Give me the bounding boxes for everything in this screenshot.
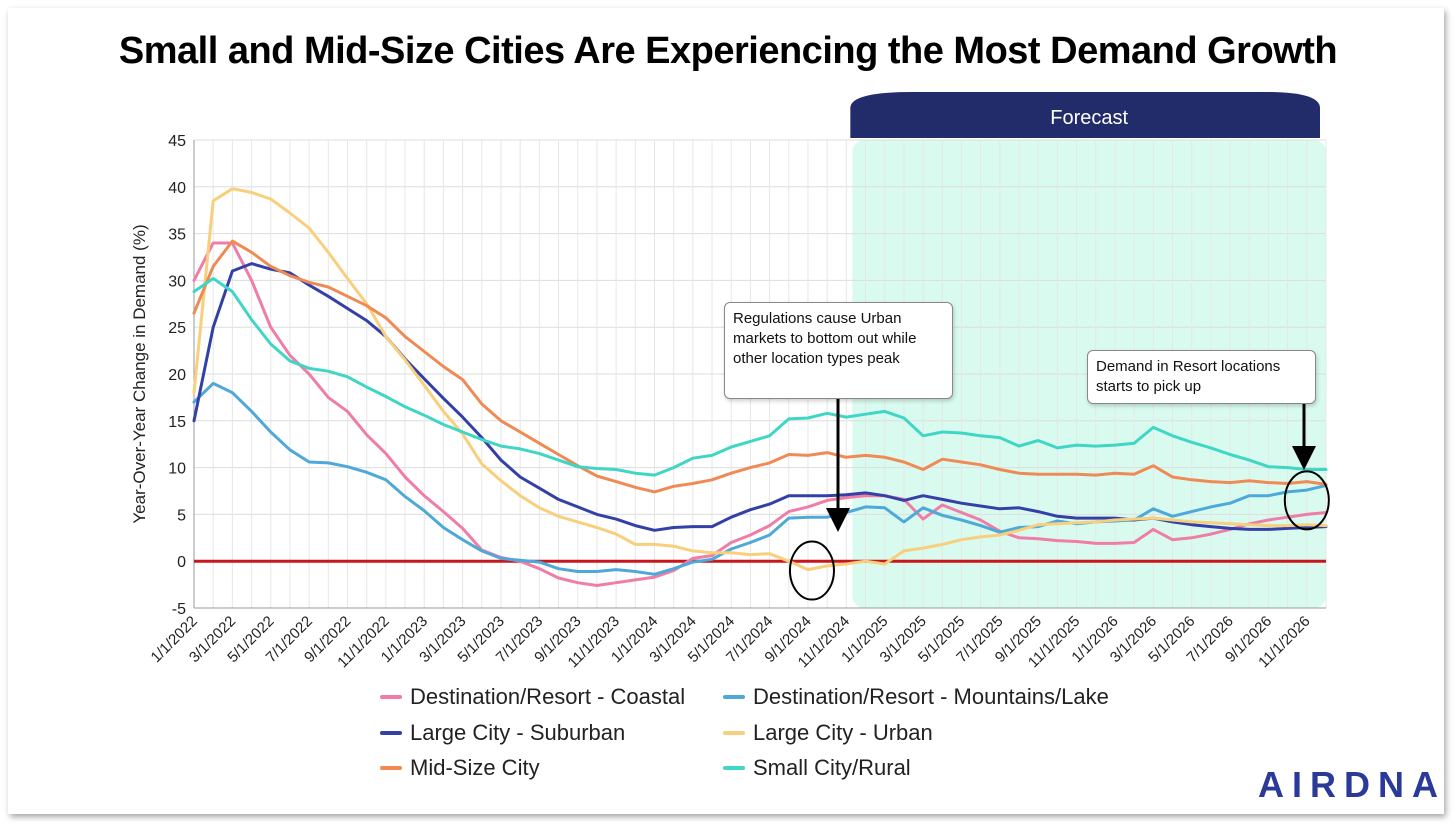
legend-swatch xyxy=(723,766,745,770)
airdna-logo: AIRDNA xyxy=(1258,764,1446,805)
legend-item: Large City - Urban xyxy=(723,720,933,746)
y-tick-label: 45 xyxy=(168,133,186,150)
y-tick-label: 0 xyxy=(177,554,186,571)
forecast-banner xyxy=(850,92,1320,138)
legend-label: Large City - Urban xyxy=(753,720,933,745)
y-tick-label: 35 xyxy=(168,227,186,244)
legend-label: Small City/Rural xyxy=(753,755,911,780)
series-line-0 xyxy=(192,241,1328,587)
annotation-circle-resort xyxy=(1283,470,1330,531)
legend-item: Small City/Rural xyxy=(723,755,911,781)
series-line-3 xyxy=(192,187,1328,572)
series-line-5 xyxy=(192,277,1328,477)
legend-swatch xyxy=(380,731,402,735)
series-line-4 xyxy=(192,239,1328,494)
legend-swatch xyxy=(723,731,745,735)
y-tick-label: 15 xyxy=(168,414,186,431)
y-tick-label: 25 xyxy=(168,320,186,337)
y-tick-label: 30 xyxy=(168,273,186,290)
legend-swatch xyxy=(380,766,402,770)
legend-label: Destination/Resort - Mountains/Lake xyxy=(753,684,1109,709)
y-tick-label: 10 xyxy=(168,461,186,478)
callout-urban: Regulations cause Urban markets to botto… xyxy=(724,302,953,399)
y-tick-label: 40 xyxy=(168,180,186,197)
legend-label: Destination/Resort - Coastal xyxy=(410,684,686,709)
legend-swatch xyxy=(380,695,402,699)
y-axis-label: Year-Over-Year Change in Demand (%) xyxy=(130,224,149,523)
forecast-label: Forecast xyxy=(1050,107,1128,129)
callout-resort: Demand in Resort locations starts to pic… xyxy=(1087,350,1316,404)
legend-item: Destination/Resort - Coastal xyxy=(380,684,685,710)
y-tick-label: 20 xyxy=(168,367,186,384)
legend-item: Mid-Size City xyxy=(380,755,540,781)
legend-label: Mid-Size City xyxy=(410,755,540,780)
legend-item: Large City - Suburban xyxy=(380,720,625,746)
legend-swatch xyxy=(723,695,745,699)
annotation-circle-urban xyxy=(788,540,835,601)
chart-title: Small and Mid-Size Cities Are Experienci… xyxy=(118,30,1338,72)
legend-item: Destination/Resort - Mountains/Lake xyxy=(723,684,1109,710)
y-tick-label: 5 xyxy=(177,507,186,524)
legend-label: Large City - Suburban xyxy=(410,720,626,745)
y-tick-label: -5 xyxy=(172,601,186,618)
